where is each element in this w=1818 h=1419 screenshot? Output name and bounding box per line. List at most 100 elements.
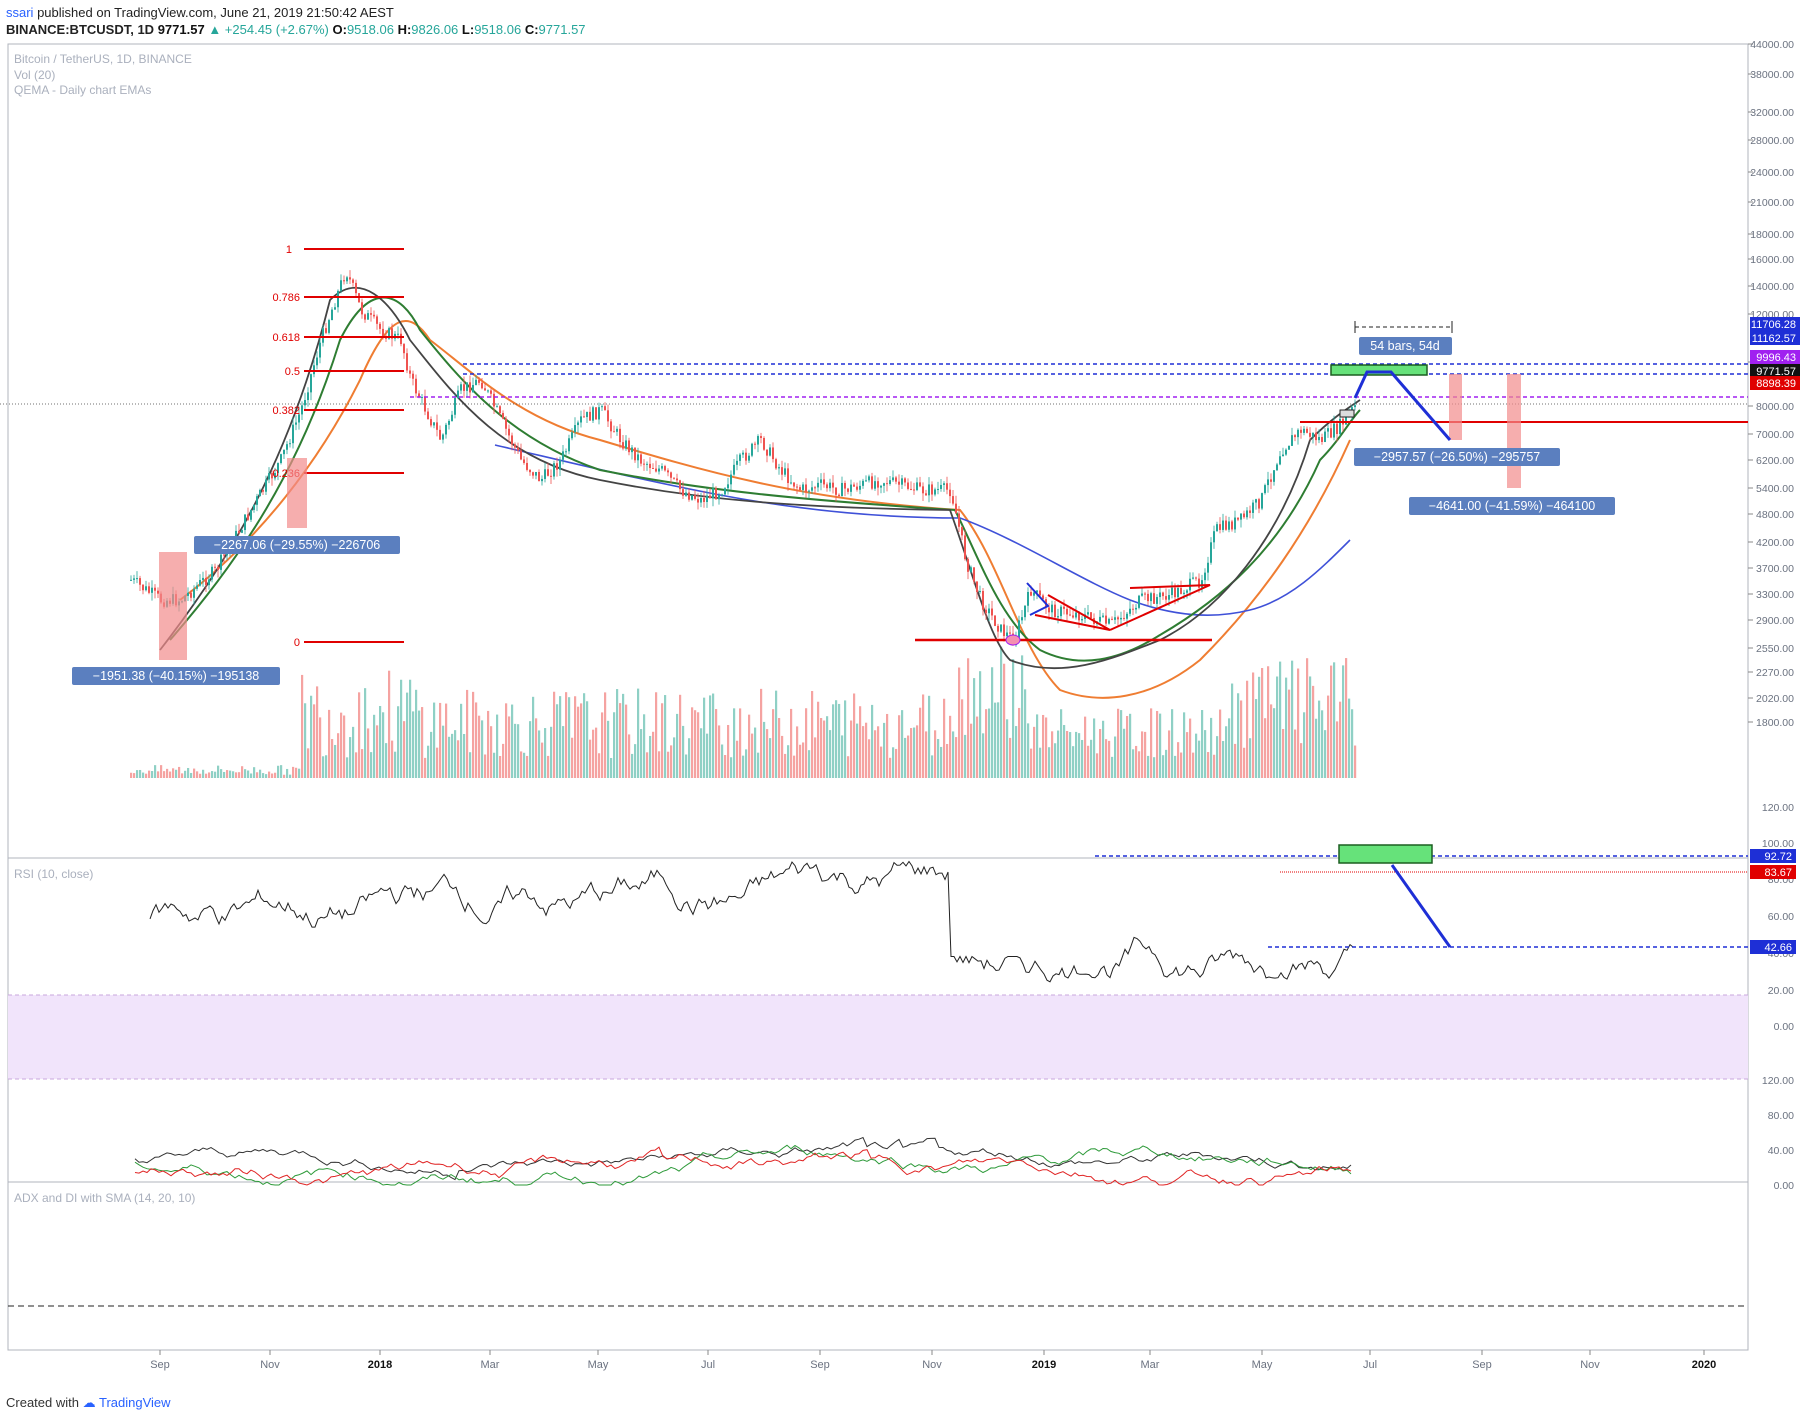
volume-bar — [136, 770, 139, 778]
drop-box-1[interactable] — [159, 552, 187, 660]
drop-box-4[interactable] — [1507, 374, 1521, 488]
bars-label-box — [1359, 337, 1452, 355]
candle-body — [694, 495, 696, 499]
volume-bar — [400, 679, 403, 778]
price-tag-box — [1750, 331, 1800, 345]
volume-bar — [475, 702, 478, 778]
legend-rsi[interactable]: RSI (10, close) — [14, 867, 94, 881]
candle-body — [250, 509, 252, 520]
drop-label-1-box — [72, 667, 280, 685]
volume-bar — [412, 711, 415, 778]
candle-body — [649, 463, 651, 469]
volume-bar — [568, 697, 571, 778]
drop-box-2[interactable] — [287, 458, 307, 528]
candle-body — [574, 425, 576, 433]
candle-body — [1177, 587, 1179, 598]
time-axis-label: Nov — [922, 1359, 942, 1371]
candle-body — [1306, 428, 1308, 433]
volume-bar — [589, 739, 592, 778]
volume-bar — [862, 726, 865, 778]
candle-body — [415, 378, 417, 394]
volume-bar — [313, 704, 316, 778]
ema-line-orange — [179, 320, 1351, 699]
volume-bar — [202, 769, 205, 778]
pattern-blue-flag[interactable] — [1026, 582, 1050, 616]
candle-body — [346, 277, 348, 282]
candle-body — [403, 344, 405, 354]
volume-bar — [304, 703, 307, 778]
candle-body — [1354, 405, 1356, 408]
chart-canvas[interactable]: 1 0.786 0.618 0.5 0.382 0 0.236 −1951.38… — [0, 40, 1818, 1392]
rsi-band — [8, 995, 1748, 1079]
candle-body — [907, 482, 909, 489]
volume-bar — [241, 766, 244, 778]
adx-pane[interactable] — [7, 1181, 1749, 1351]
candle-body — [1123, 617, 1125, 619]
adx-axis[interactable]: 120.00 80.00 40.00 0.00 — [1762, 1075, 1794, 1192]
candle-body — [832, 482, 834, 488]
volume-bar — [484, 754, 487, 778]
volume-bar — [1243, 747, 1246, 778]
volume-bar — [1096, 753, 1099, 778]
candle-body — [379, 323, 381, 329]
volume-bar — [829, 730, 832, 778]
adx-axis-label: 40.00 — [1768, 1145, 1794, 1157]
volume-bar — [322, 756, 325, 778]
volume-bar — [1171, 709, 1174, 778]
volume-bar — [694, 710, 697, 778]
candle-body — [829, 482, 831, 489]
volume-bar — [592, 729, 595, 778]
candle-body — [628, 440, 630, 453]
volume-bar — [931, 755, 934, 778]
candle-body — [901, 478, 903, 485]
time-axis[interactable]: Sep Nov 2018 Mar May Jul Sep Nov 2019 Mar May Jul Se… — [150, 1350, 1716, 1371]
volume-bar — [760, 688, 763, 778]
volume-bar — [1015, 726, 1018, 778]
candle-body — [304, 400, 306, 406]
volume-bar — [229, 770, 232, 778]
rsi-target-box[interactable] — [1338, 844, 1433, 864]
volume-bar — [646, 752, 649, 778]
legend-ema[interactable]: QEMA - Daily chart EMAs — [14, 83, 152, 97]
candle-body — [607, 410, 609, 422]
time-axis-label: Sep — [1472, 1359, 1492, 1371]
publisher-link[interactable]: ssari — [6, 5, 34, 20]
candle-body — [1126, 613, 1128, 619]
legend-main-title[interactable]: Bitcoin / TetherUS, 1D, BINANCE — [14, 52, 192, 66]
volume-bar — [1183, 712, 1186, 778]
volume-bar — [493, 752, 496, 778]
last-candle-marker — [1339, 409, 1355, 418]
pattern-triangle[interactable] — [1109, 584, 1211, 631]
volume-bar — [628, 734, 631, 778]
candle-body — [1195, 577, 1197, 579]
candle-body — [421, 396, 423, 398]
volume-bar — [1246, 680, 1249, 778]
candle-body — [877, 481, 879, 488]
price-axis-label: 28000.00 — [1750, 135, 1794, 147]
candle-body — [1210, 542, 1212, 563]
volume-bar — [709, 695, 712, 778]
volume-bar — [187, 767, 190, 778]
projection-path[interactable] — [1353, 370, 1452, 441]
candle-body — [592, 407, 594, 421]
legend-volume[interactable]: Vol (20) — [14, 68, 56, 82]
volume-bar — [1027, 723, 1030, 778]
volume-bar — [955, 737, 958, 778]
volume-bar — [577, 706, 580, 778]
volume-bar — [763, 721, 766, 778]
volume-bar — [1213, 754, 1216, 778]
legend-adx[interactable]: ADX and DI with SMA (14, 20, 10) — [14, 1191, 196, 1205]
candle-body — [1009, 632, 1011, 634]
volume-bar — [1309, 676, 1312, 778]
volume-bar — [979, 671, 982, 778]
drop-box-3[interactable] — [1449, 374, 1462, 440]
candle-body — [1030, 591, 1032, 596]
rsi-projection[interactable] — [1390, 864, 1452, 948]
volume-bar — [496, 714, 499, 778]
volume-bar — [907, 735, 910, 778]
footer-brand-link[interactable]: TradingView — [99, 1395, 171, 1410]
candle-body — [763, 437, 765, 450]
target-box[interactable] — [1330, 364, 1428, 376]
volume-bar — [388, 670, 391, 778]
